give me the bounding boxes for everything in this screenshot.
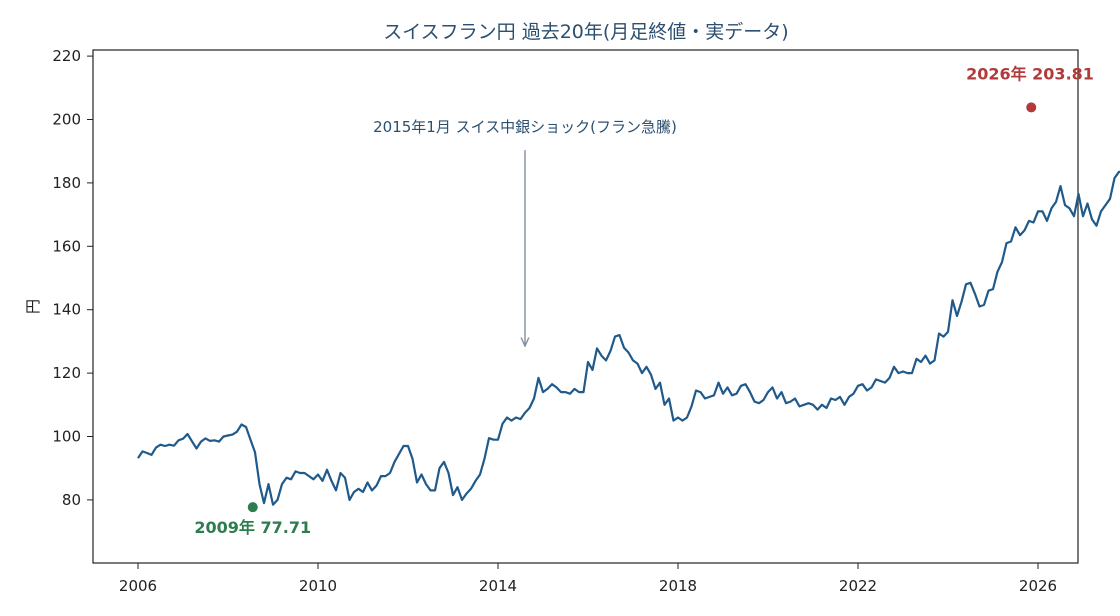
x-tick-label-2018: 2018 [659, 577, 697, 595]
x-tick-label-2006: 2006 [119, 577, 157, 595]
x-tick-label-2014: 2014 [479, 577, 517, 595]
series-line-0 [137, 170, 1120, 506]
marker-point-1 [1026, 102, 1037, 113]
y-tick-label-140: 140 [52, 301, 81, 319]
marker-point-0 [247, 502, 258, 513]
marker-label-0: 2009年 77.71 [194, 518, 311, 537]
y-tick-label-220: 220 [52, 47, 81, 65]
x-tick-label-2022: 2022 [839, 577, 877, 595]
y-tick-label-200: 200 [52, 111, 81, 129]
y-tick-label-160: 160 [52, 237, 81, 255]
y-axis-label: 円 [24, 299, 42, 314]
y-tick-label-180: 180 [52, 174, 81, 192]
marker-label-1: 2026年 203.81 [966, 64, 1094, 83]
x-tick-label-2026: 2026 [1019, 577, 1057, 595]
annotation-text-0: 2015年1月 スイス中銀ショック(フラン急騰) [373, 118, 677, 136]
chart-title: スイスフラン円 過去20年(月足終値・実データ) [383, 21, 788, 43]
plot-frame [92, 49, 1079, 564]
y-tick-label-100: 100 [52, 428, 81, 446]
y-tick-label-120: 120 [52, 364, 81, 382]
x-tick-label-2010: 2010 [299, 577, 337, 595]
plot-area: 2006 2010 2014 2018 2022 2026 80 100 120 140 160 18… [52, 47, 1120, 595]
y-tick-label-80: 80 [62, 491, 81, 509]
